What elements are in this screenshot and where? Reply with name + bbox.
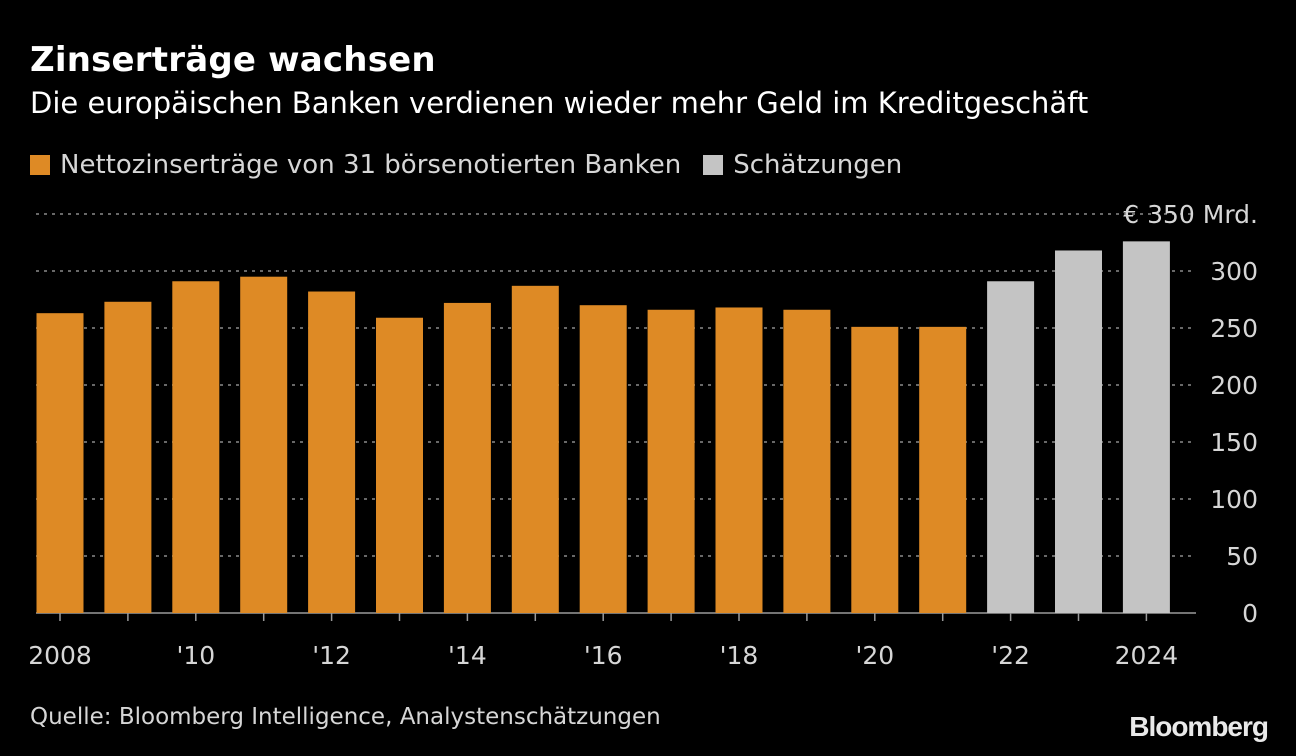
- x-tick-label: 2008: [28, 641, 92, 670]
- bar-actual-2018: [715, 307, 763, 613]
- chart-title: Zinserträge wachsen: [30, 40, 436, 80]
- legend-swatch-actual: [30, 155, 50, 175]
- x-tick-label: '22: [991, 641, 1030, 670]
- legend-item-estimates: Schätzungen: [703, 150, 902, 180]
- bar-actual-2008: [36, 313, 84, 613]
- bar-actual-2016: [579, 305, 627, 613]
- bar-chart: 2008 '10 '12 '14 '16 '18 '20 '22 2024 0 50 100 150 20…: [28, 200, 1258, 670]
- chart-legend: Nettozinserträge von 31 börsenotierten B…: [30, 150, 924, 180]
- bar-estimate-2022: [987, 281, 1035, 613]
- y-tick-label: 50: [1226, 542, 1258, 571]
- y-tick-label: 150: [1210, 428, 1258, 457]
- bloomberg-logo: Bloomberg: [1129, 711, 1269, 742]
- bar-actual-2009: [104, 301, 152, 613]
- bar-actual-2013: [376, 317, 423, 613]
- legend-label-estimates: Schätzungen: [733, 150, 903, 180]
- x-tick-label: 2024: [1115, 641, 1179, 670]
- bar-actual-2017: [647, 309, 695, 613]
- bar-actual-2021: [919, 326, 967, 613]
- y-tick-label: 250: [1210, 314, 1258, 343]
- bar-estimate-2024: [1122, 241, 1170, 614]
- y-tick-label: 300: [1210, 257, 1258, 286]
- y-tick-label: 0: [1242, 599, 1258, 628]
- legend-label-actual: Nettozinserträge von 31 börsenotierten B…: [60, 150, 682, 180]
- bar-actual-2015: [511, 285, 559, 613]
- x-tick-label: '18: [720, 641, 759, 670]
- bar-actual-2010: [172, 281, 220, 613]
- bar-actual-2020: [851, 326, 899, 613]
- bar-estimate-2023: [1055, 250, 1102, 614]
- y-tick-label: 200: [1210, 371, 1258, 400]
- y-tick-label: 100: [1210, 485, 1258, 514]
- legend-swatch-estimates: [703, 155, 724, 175]
- x-tick-label: '10: [176, 641, 215, 670]
- bar-actual-2014: [443, 302, 491, 613]
- bar-actual-2011: [240, 276, 288, 613]
- legend-item-actual: Nettozinserträge von 31 börsenotierten B…: [30, 150, 681, 180]
- x-tick-label: '20: [855, 641, 894, 670]
- chart-subtitle: Die europäischen Banken verdienen wieder…: [30, 86, 1089, 120]
- source-note: Quelle: Bloomberg Intelligence, Analyste…: [30, 704, 661, 730]
- x-tick-label: '12: [312, 641, 351, 670]
- bar-actual-2019: [783, 309, 831, 613]
- bar-actual-2012: [308, 291, 356, 613]
- x-tick-label: '16: [584, 641, 623, 670]
- y-axis-top-label: € 350 Mrd.: [1123, 200, 1258, 229]
- x-tick-label: '14: [448, 641, 487, 670]
